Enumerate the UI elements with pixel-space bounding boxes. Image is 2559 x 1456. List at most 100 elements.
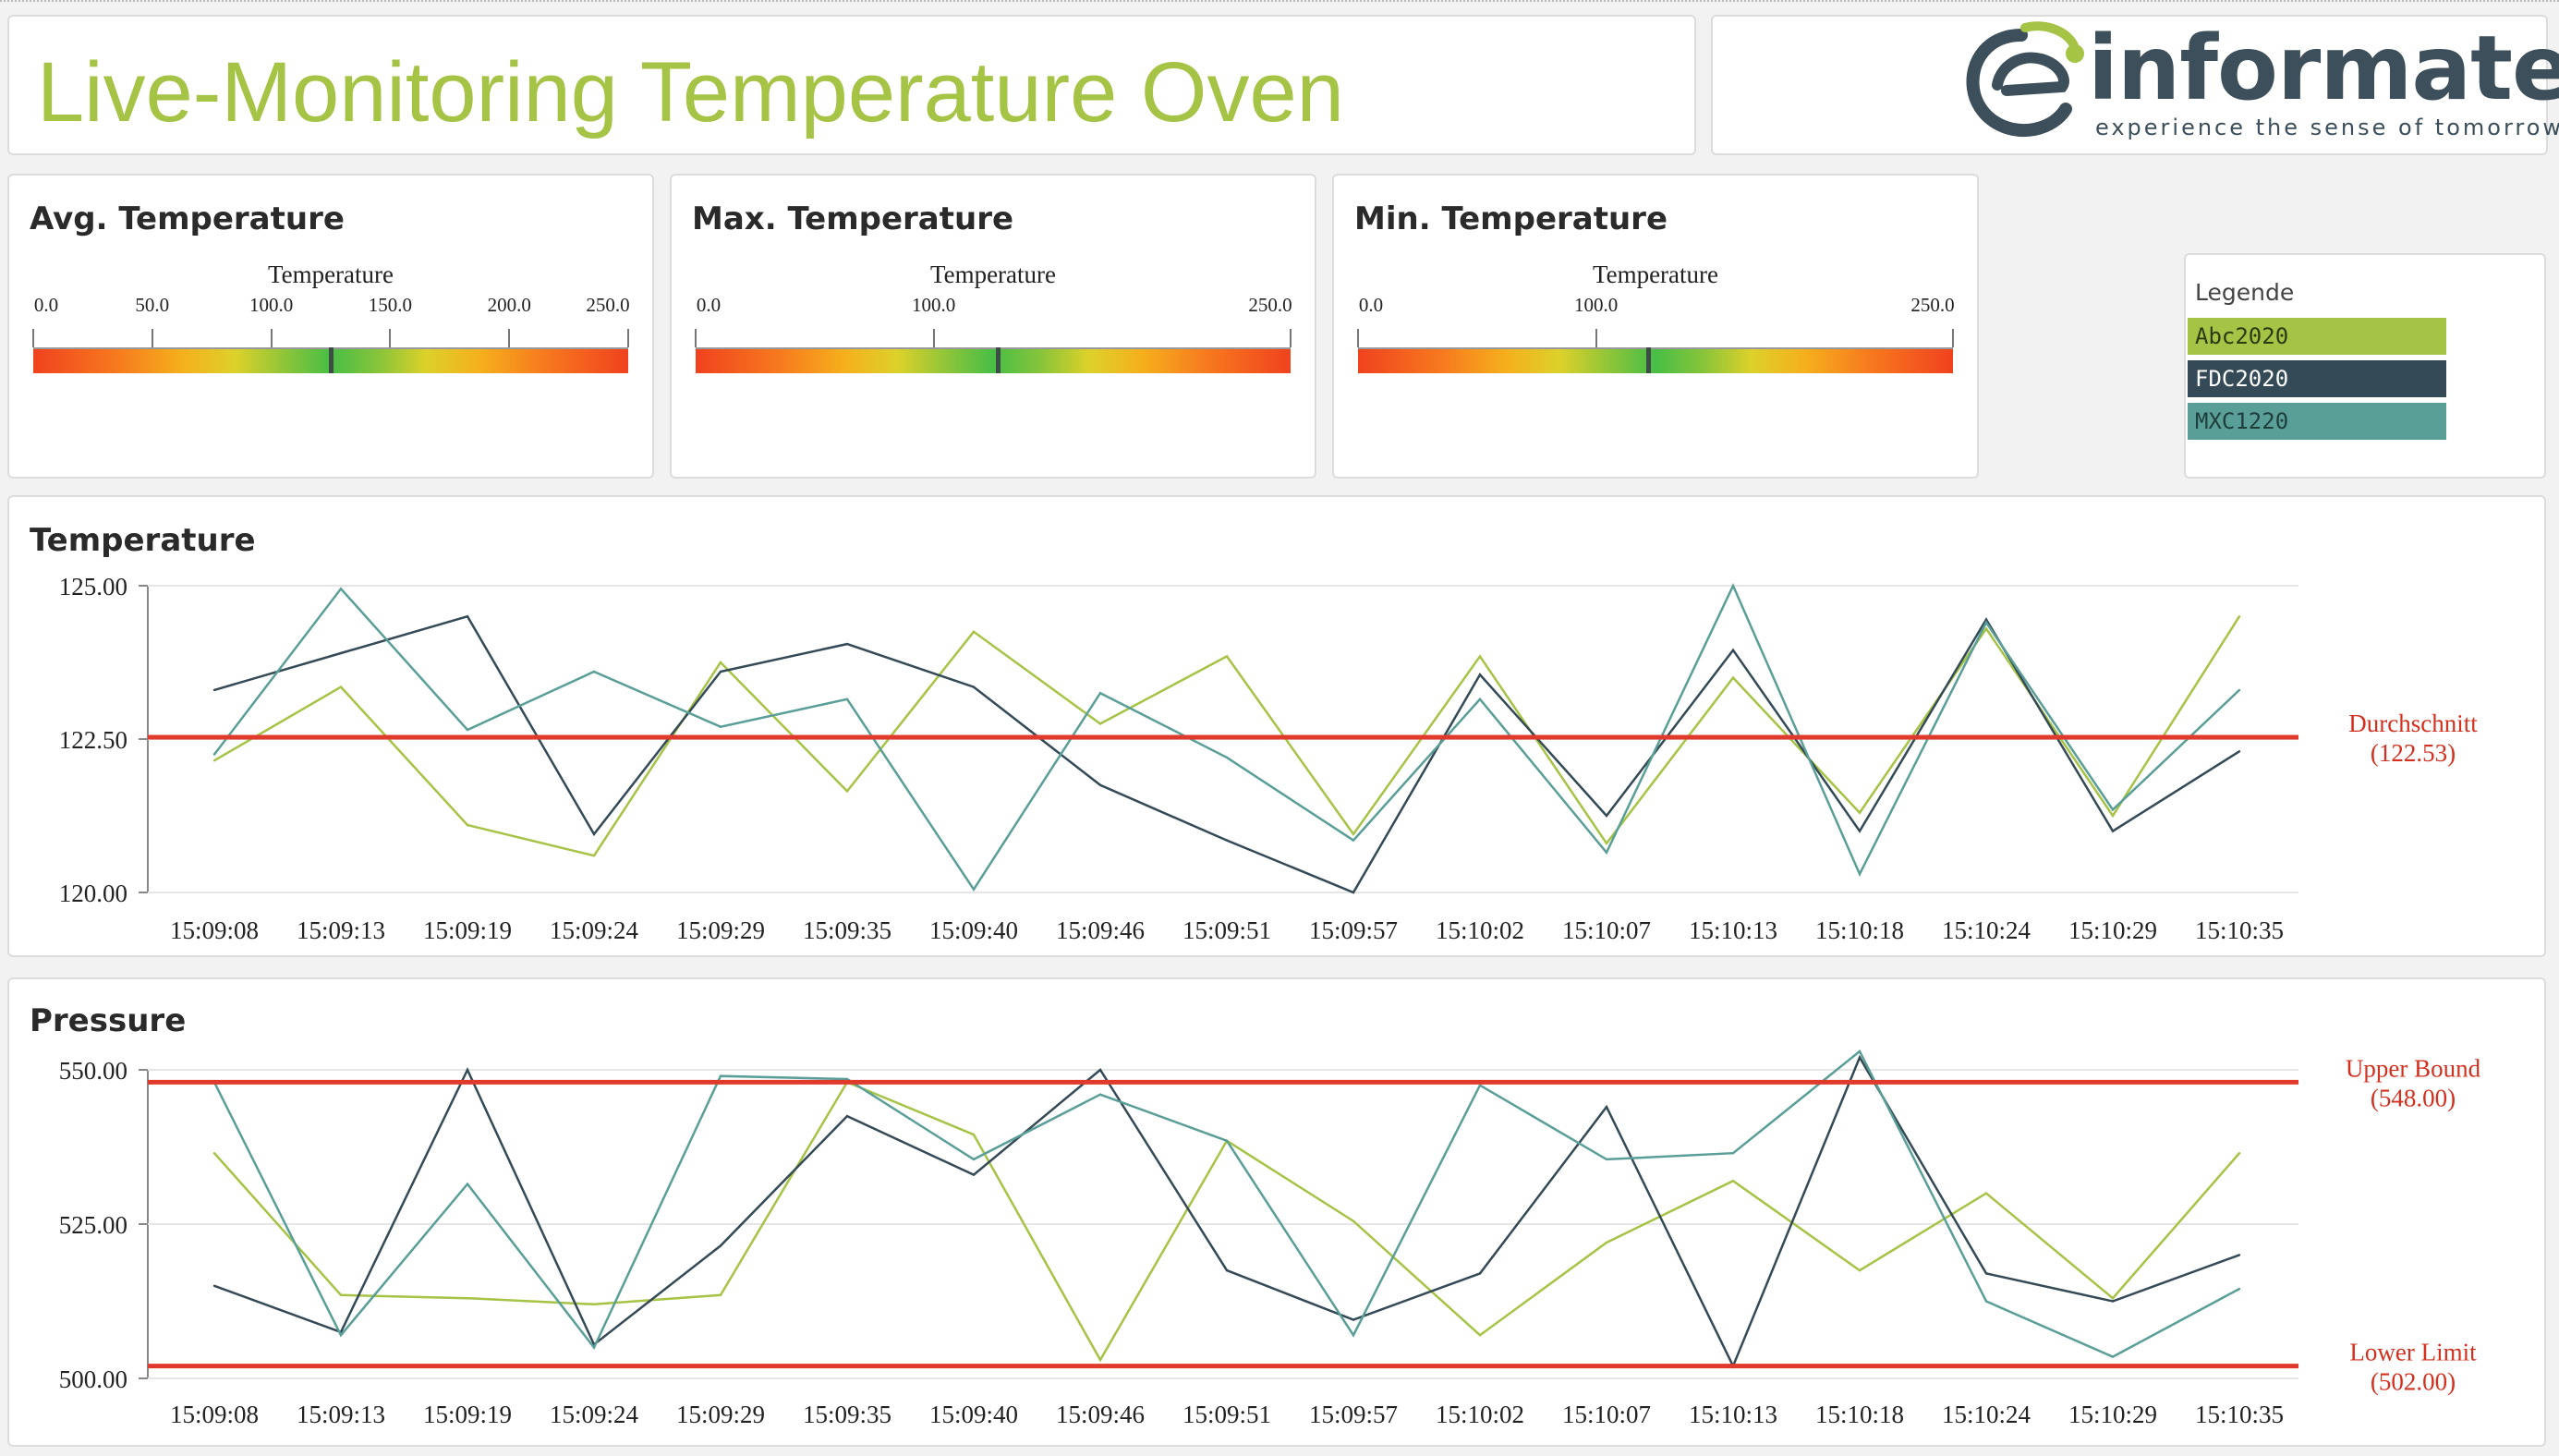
- data-point-abc2020: [466, 1297, 469, 1300]
- data-point-abc2020: [1352, 832, 1355, 836]
- gauge-color-bar: [696, 349, 1291, 373]
- data-point-fdc2020: [466, 615, 469, 618]
- data-point-mxc1220: [719, 725, 722, 728]
- data-point-abc2020: [2111, 1297, 2115, 1300]
- x-tick-label: 15:09:19: [423, 1401, 512, 1428]
- pressure-chart-title: Pressure: [30, 1002, 187, 1039]
- x-tick-label: 15:10:07: [1562, 916, 1651, 944]
- x-tick-label: 15:10:13: [1689, 1401, 1777, 1428]
- data-point-abc2020: [1731, 676, 1735, 679]
- data-point-abc2020: [719, 661, 722, 664]
- reference-line-value: (122.53): [2371, 739, 2456, 767]
- legend-item-abc2020[interactable]: Abc2020: [2188, 318, 2446, 355]
- data-point-mxc1220: [466, 728, 469, 732]
- pressure-chart-card: Pressure 500.00 525.00 550.00 15:09:08 15:09…: [7, 977, 2546, 1447]
- data-point-mxc1220: [1352, 1334, 1355, 1337]
- x-tick-label: 15:09:40: [929, 1401, 1018, 1428]
- data-point-mxc1220: [592, 670, 596, 673]
- data-point-mxc1220: [972, 888, 976, 891]
- x-tick-label: 15:09:13: [297, 916, 385, 944]
- min-temperature-title: Min. Temperature: [1354, 200, 1668, 237]
- data-point-abc2020: [212, 759, 216, 762]
- data-point-mxc1220: [1984, 621, 1988, 624]
- data-point-abc2020: [592, 1303, 596, 1305]
- gauge-tick-label: 100.0: [911, 294, 956, 316]
- x-tick-label: 15:10:18: [1815, 916, 1904, 944]
- data-point-abc2020: [2238, 1152, 2241, 1155]
- reference-line-label: Durchschnitt: [2348, 710, 2478, 737]
- data-point-mxc1220: [1605, 851, 1608, 854]
- x-tick-label: 15:10:07: [1562, 1401, 1651, 1428]
- x-tick-label: 15:10:29: [2068, 1401, 2157, 1428]
- y-tick-label: 525.00: [59, 1211, 127, 1239]
- gauge-tick-label: 250.0: [1248, 294, 1292, 316]
- gauge-tick-mark: [627, 329, 629, 347]
- data-point-abc2020: [1478, 1334, 1482, 1337]
- gauge-color-bar: [1358, 349, 1953, 373]
- gauge-tick-label: 250.0: [1910, 294, 1955, 316]
- data-point-abc2020: [1605, 842, 1608, 845]
- data-point-fdc2020: [212, 1284, 216, 1287]
- data-point-abc2020: [1098, 722, 1102, 725]
- reference-line-value: (502.00): [2371, 1368, 2456, 1396]
- data-point-fdc2020: [1605, 814, 1608, 818]
- max-temperature-subtitle: Temperature: [929, 261, 1057, 288]
- gauge-tick-label: 0.0: [696, 294, 722, 316]
- data-point-mxc1220: [1605, 1158, 1608, 1161]
- data-point-fdc2020: [1352, 891, 1355, 894]
- data-point-mxc1220: [2111, 1355, 2115, 1358]
- series-line-mxc1220: [212, 1050, 2240, 1358]
- data-point-fdc2020: [1731, 649, 1735, 651]
- data-point-abc2020: [1858, 1268, 1862, 1272]
- data-point-fdc2020: [2238, 1254, 2241, 1256]
- y-tick-label: 122.50: [59, 726, 127, 754]
- x-tick-label: 15:09:24: [550, 1401, 639, 1428]
- y-tick-label: 125.00: [59, 573, 127, 601]
- data-point-abc2020: [339, 1293, 343, 1296]
- data-point-abc2020: [1352, 1219, 1355, 1222]
- gauge-tick-mark: [1290, 329, 1292, 347]
- data-point-fdc2020: [2111, 830, 2115, 832]
- x-tick-label: 15:09:35: [803, 916, 891, 944]
- data-point-fdc2020: [972, 686, 976, 688]
- x-tick-label: 15:09:51: [1182, 1401, 1271, 1428]
- gauge-tick-mark: [270, 329, 273, 347]
- data-point-abc2020: [719, 1293, 722, 1296]
- data-point-mxc1220: [1478, 1084, 1482, 1086]
- x-tick-label: 15:10:24: [1942, 916, 2031, 944]
- series-line-fdc2020: [213, 1054, 2240, 1369]
- data-point-mxc1220: [212, 753, 216, 756]
- informatec-logo-icon: [1966, 21, 2084, 138]
- reference-line-label: Upper Bound: [2346, 1054, 2481, 1082]
- data-point-abc2020: [1984, 1192, 1988, 1195]
- data-point-mxc1220: [2111, 808, 2115, 811]
- legend-item-mxc1220[interactable]: MXC1220: [2188, 403, 2446, 440]
- gauge-tick-mark: [1952, 329, 1954, 347]
- x-tick-label: 15:09:24: [550, 916, 639, 944]
- x-tick-label: 15:09:35: [803, 1401, 891, 1428]
- gauge-tick-mark: [389, 329, 392, 347]
- gauge-value-marker: [996, 347, 1001, 373]
- data-point-mxc1220: [972, 1158, 976, 1161]
- top-border: [0, 0, 2559, 2]
- data-point-fdc2020: [1352, 1318, 1355, 1321]
- x-tick-label: 15:09:57: [1309, 1401, 1398, 1428]
- data-point-mxc1220: [1858, 872, 1862, 876]
- legend-item-fdc2020[interactable]: FDC2020: [2188, 360, 2446, 397]
- x-tick-label: 15:09:46: [1056, 1401, 1145, 1428]
- gauge-tick-mark: [508, 329, 511, 347]
- gauge-tick-label: 0.0: [33, 294, 59, 316]
- data-point-mxc1220: [2238, 1287, 2241, 1291]
- x-tick-label: 15:09:08: [170, 916, 259, 944]
- gauge-value-marker: [1646, 347, 1652, 373]
- data-point-fdc2020: [339, 651, 343, 655]
- data-point-fdc2020: [1225, 839, 1229, 842]
- data-point-mxc1220: [1731, 1152, 1735, 1155]
- gauge-tick-label: 100.0: [249, 294, 294, 316]
- data-point-fdc2020: [1858, 1056, 1862, 1059]
- gauge-tick-label: 50.0: [135, 294, 170, 316]
- gauge-tick-mark: [695, 329, 697, 347]
- data-point-fdc2020: [1478, 673, 1482, 676]
- data-point-fdc2020: [719, 1244, 722, 1247]
- data-point-mxc1220: [1098, 692, 1102, 695]
